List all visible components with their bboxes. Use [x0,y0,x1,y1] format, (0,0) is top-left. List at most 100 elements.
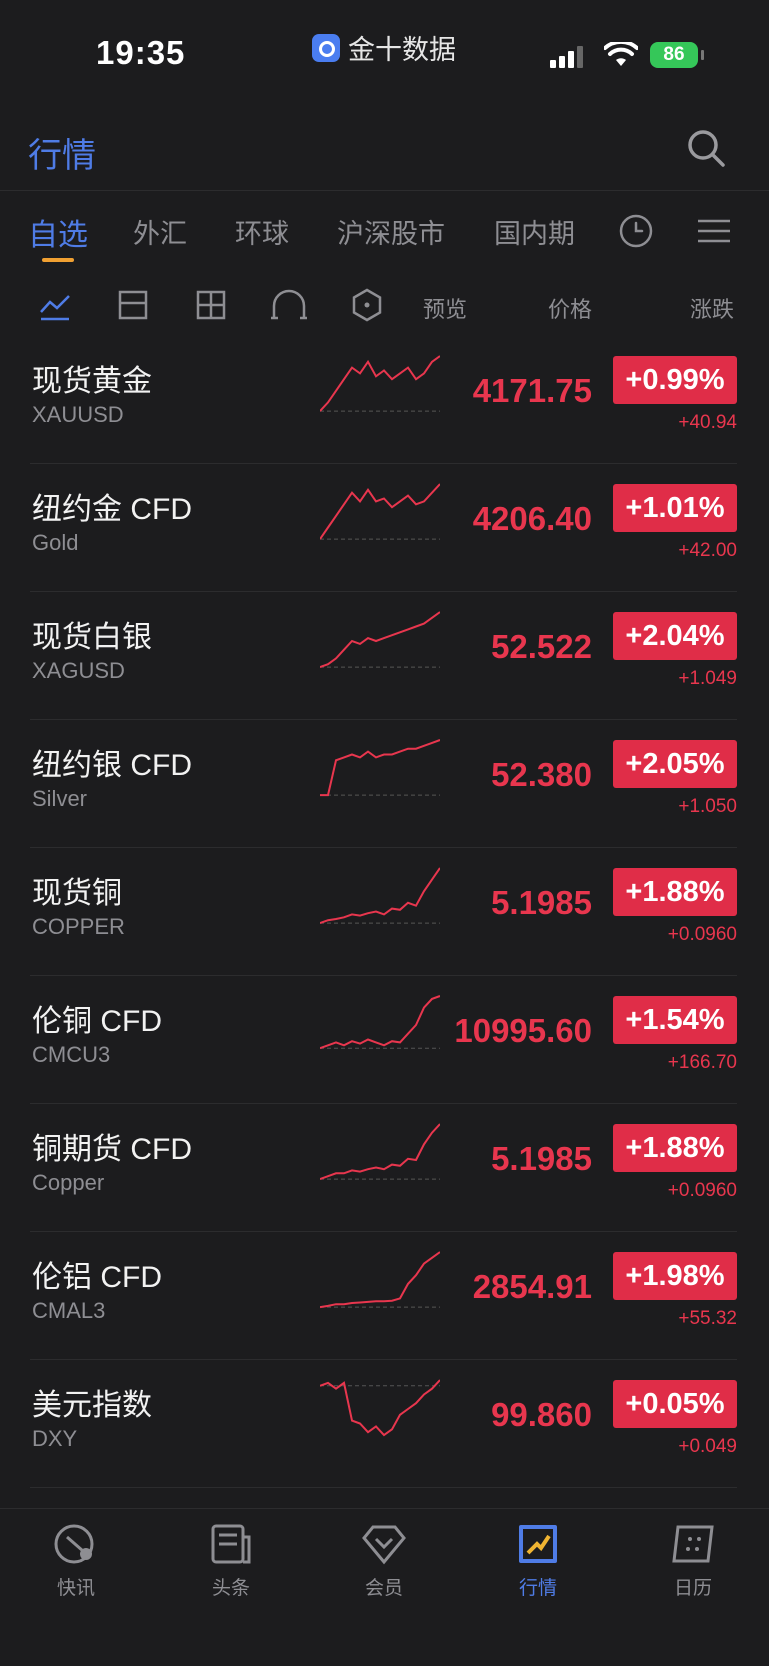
tab-forex[interactable]: 外汇 [133,219,187,249]
sparkline-chart [320,867,440,925]
cellular-signal-icon [550,46,583,68]
page-header: 行情 [0,110,769,191]
quote-price: 4171.75 [472,372,592,409]
quote-code: DXY [32,1426,78,1451]
sparkline-chart [320,1251,440,1309]
tab-domestic-futures[interactable]: 国内期 [494,219,575,249]
tabbar-label: 行情 [518,1578,557,1599]
quote-price: 5.1985 [491,884,592,921]
tabbar-label: 快讯 [56,1578,95,1599]
tab-a-shares[interactable]: 沪深股市 [337,219,445,249]
sparkline-chart [320,1123,440,1181]
hexagon-view-icon[interactable] [350,288,384,322]
quote-row[interactable]: 铜期货 CFD Copper 5.1985 +1.88% +0.0960 [30,1104,737,1232]
column-change[interactable]: 涨跌 [690,297,735,322]
quote-row[interactable]: 美元指数 DXY 99.860 +0.05% +0.049 [30,1360,737,1488]
quote-row[interactable]: 现货白银 XAGUSD 52.522 +2.04% +1.049 [30,592,737,720]
tabbar-market[interactable]: 行情 [488,1521,588,1600]
quote-price: 2854.91 [472,1268,592,1305]
headline-icon [211,1524,251,1564]
quote-price: 52.522 [491,628,592,665]
search-icon[interactable] [686,128,726,168]
quote-change-percent[interactable]: +1.98% [613,1252,737,1300]
quote-change-value: +166.70 [667,1052,737,1073]
sparkline-series [320,611,440,669]
quote-change-percent[interactable]: +1.88% [613,1124,737,1172]
sparkline-series [320,483,440,540]
quote-change-percent[interactable]: +1.54% [613,996,737,1044]
quote-row[interactable]: 现货黄金 XAUUSD 4171.75 +0.99% +40.94 [30,336,737,464]
quote-change-percent[interactable]: +2.05% [613,740,737,788]
arch-view-icon[interactable] [270,288,308,322]
app-indicator[interactable]: 金十数据 [312,28,456,67]
app-icon [312,33,340,62]
quote-price: 10995.60 [454,1012,592,1049]
tabbar-flash-news[interactable]: 快讯 [26,1521,126,1600]
sparkline-chart [320,739,440,797]
clock-icon[interactable] [619,214,653,248]
category-tabs: 自选 外汇 环球 沪深股市 国内期 [0,200,769,268]
flash-news-icon [54,1524,94,1564]
status-time: 19:35 [96,34,186,71]
line-chart-view-icon[interactable] [38,288,72,322]
quote-code: XAUUSD [32,402,124,427]
quote-name: 纽约银 CFD [32,749,192,782]
quote-row[interactable]: 现货铜 COPPER 5.1985 +1.88% +0.0960 [30,848,737,976]
sparkline-series [320,867,440,925]
quote-row[interactable]: 纽约金 CFD Gold 4206.40 +1.01% +42.00 [30,464,737,592]
column-preview: 预览 [423,297,468,322]
quote-price: 52.380 [491,756,592,793]
sparkline-chart [320,995,440,1050]
bottom-tab-bar: 快讯 头条 会员 行情 日历 [0,1508,769,1666]
quote-name: 伦铜 CFD [32,1005,162,1038]
view-toolbar: 预览 价格 涨跌 [0,288,769,328]
quote-change-value: +0.0960 [667,1180,737,1201]
quote-code: CMAL3 [32,1298,106,1323]
quote-change-value: +0.049 [678,1436,737,1457]
quote-row[interactable]: 伦铝 CFD CMAL3 2854.91 +1.98% +55.32 [30,1232,737,1360]
quote-change-percent[interactable]: +0.99% [613,356,737,404]
active-tab-indicator [42,258,74,262]
sparkline-chart [320,483,440,540]
battery-indicator: 86 [650,42,704,68]
list-view-icon[interactable] [116,288,150,322]
quote-code: Silver [32,786,88,811]
quote-change-value: +1.049 [678,668,737,689]
sparkline-series [320,1251,440,1309]
sparkline-series [320,1379,440,1437]
tabbar-calendar[interactable]: 日历 [643,1521,743,1600]
quote-code: Gold [32,530,79,555]
menu-icon[interactable] [697,218,731,244]
quote-row[interactable]: 纽约银 CFD Silver 52.380 +2.05% +1.050 [30,720,737,848]
quote-price: 99.860 [491,1396,592,1433]
quote-change-value: +55.32 [678,1308,737,1329]
quote-change-percent[interactable]: +0.05% [613,1380,737,1428]
quote-change-percent[interactable]: +1.01% [613,484,737,532]
quote-row[interactable]: 伦铜 CFD CMCU3 10995.60 +1.54% +166.70 [30,976,737,1104]
sparkline-series [320,739,440,797]
quote-list: 现货黄金 XAUUSD 4171.75 +0.99% +40.94 纽约金 CFD Gold… [0,336,769,1488]
calendar-icon [672,1525,714,1563]
tabbar-label: 头条 [211,1578,250,1599]
market-icon [519,1525,557,1563]
quote-name: 现货铜 [32,877,122,910]
sparkline-chart [320,611,440,669]
wifi-icon [604,42,638,66]
tabbar-vip[interactable]: 会员 [334,1521,434,1600]
quote-change-value: +1.050 [678,796,737,817]
quote-name: 美元指数 [32,1389,152,1422]
quote-price: 5.1985 [491,1140,592,1177]
quote-change-percent[interactable]: +2.04% [613,612,737,660]
tab-watchlist[interactable]: 自选 [28,219,88,252]
quote-change-value: +40.94 [678,412,737,433]
tab-global[interactable]: 环球 [235,219,289,249]
grid-view-icon[interactable] [194,288,228,322]
tabbar-label: 会员 [364,1578,403,1599]
quote-code: CMCU3 [32,1042,111,1067]
quote-name: 伦铝 CFD [32,1261,162,1294]
status-bar: 19:35 金十数据 86 [0,0,769,100]
quote-name: 铜期货 CFD [32,1133,192,1166]
quote-change-percent[interactable]: +1.88% [613,868,737,916]
column-price[interactable]: 价格 [548,297,593,322]
tabbar-headline[interactable]: 头条 [181,1521,281,1600]
